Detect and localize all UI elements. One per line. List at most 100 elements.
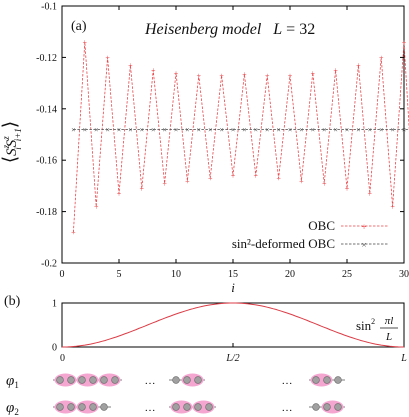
sin2-obc-point: × (208, 125, 213, 134)
ticks-b: 0 1 0 L/2 L (52, 299, 407, 365)
sin2-obc-point: × (402, 125, 407, 134)
obc-point: + (288, 71, 293, 80)
y-tick-label-b: 0 (52, 343, 57, 354)
sin2-obc-point: × (322, 125, 327, 134)
sin2-obc-point: × (356, 125, 361, 134)
sin2-obc-point: × (379, 125, 384, 134)
plot-frame-b (61, 302, 405, 348)
ellipsis: … (282, 375, 293, 387)
panel-label-a: (a) (71, 19, 87, 34)
lattice-site (334, 403, 342, 411)
lattice-site (172, 376, 180, 384)
sin2-obc-point: × (128, 125, 133, 134)
svg-text:πl: πl (385, 315, 394, 327)
sin2-obc-point: × (311, 125, 316, 134)
obc-point: + (151, 66, 156, 75)
sin2-obc-point: × (288, 125, 293, 134)
obc-point: + (162, 179, 167, 188)
lattice-site (78, 376, 86, 384)
lattice-site (100, 376, 108, 384)
legend-label-obc: OBC (308, 218, 335, 233)
obc-point: + (105, 53, 110, 62)
lattice-site (67, 376, 75, 384)
panel-label-b: (b) (4, 294, 21, 309)
sin2-obc-point: × (83, 125, 88, 134)
chain-label: φ2 (6, 400, 19, 417)
x-tick-label-a: 25 (342, 269, 352, 280)
lattice-site (194, 376, 202, 384)
obc-point: + (299, 177, 304, 186)
obc-point: + (379, 53, 384, 62)
y-tick-label-a: -0.14 (36, 104, 57, 115)
sin2-obc-point: × (368, 125, 373, 134)
sin2-obc-point: × (231, 125, 236, 134)
y-tick-label-a: -0.16 (36, 156, 57, 167)
legend: OBC + sin²-deformed OBC × (232, 218, 388, 251)
chart-title: Heisenberg model L = 32 (144, 21, 315, 38)
sin2-obc-point: × (105, 125, 110, 134)
sin2-obc-point: × (254, 125, 259, 134)
obc-point: + (71, 228, 76, 237)
sin2-obc-point: × (219, 125, 224, 134)
obc-point: + (128, 61, 133, 70)
lattice-site (312, 376, 320, 384)
sin2-obc-point: × (299, 125, 304, 134)
obc-point: + (174, 69, 179, 78)
obc-point: + (231, 172, 236, 181)
lattice-site (183, 403, 191, 411)
obc-point: + (265, 71, 270, 80)
obc-point: + (254, 172, 259, 181)
lattice-site (334, 376, 342, 384)
y-tick-label-a: -0.12 (36, 53, 57, 64)
chain-diagrams: φ1… …φ2…… (6, 373, 345, 417)
obc-point: + (311, 69, 316, 78)
x-tick-label-b: L (400, 353, 407, 364)
curve-label: sin2 πl L (356, 315, 398, 343)
lattice-site (194, 403, 202, 411)
panel-b: (b) 0 1 0 L/2 L sin2 πl L (4, 294, 407, 364)
x-tick-label-a: 30 (399, 269, 409, 280)
x-tick-label-b: 0 (60, 353, 65, 364)
sin2-obc-point: × (185, 125, 190, 134)
svg-text:sin2: sin2 (356, 317, 375, 333)
lattice-site (111, 376, 119, 384)
obc-point: + (345, 185, 350, 194)
lattice-site (172, 403, 180, 411)
lattice-site (205, 403, 213, 411)
obc-point: + (219, 71, 224, 80)
obc-point: + (83, 38, 88, 47)
sin-squared-curve (62, 302, 404, 348)
sin2-obc-point: × (242, 125, 247, 134)
x-axis-label-a: i (231, 280, 235, 295)
sin2-obc-point: × (71, 125, 76, 134)
x-tick-label-a: 15 (228, 269, 238, 280)
sin2-obc-point: × (197, 125, 202, 134)
sin2-obc-point: × (174, 125, 179, 134)
sin2-obc-point: × (117, 125, 122, 134)
lattice-site (89, 376, 97, 384)
ellipsis: … (145, 375, 156, 387)
y-tick-label-a: -0.2 (41, 259, 57, 270)
sin2-obc-point: × (345, 125, 350, 134)
legend-marker-sin2-obc: × (361, 240, 366, 250)
legend-marker-obc: + (361, 222, 366, 232)
lattice-site (67, 403, 75, 411)
sin2-obc-point: × (276, 125, 281, 134)
lattice-site (312, 403, 320, 411)
obc-point: + (197, 71, 202, 80)
obc-point: + (276, 174, 281, 183)
ellipsis: … (282, 402, 293, 414)
lattice-site (56, 376, 64, 384)
sin2-obc-point: × (140, 125, 145, 134)
series-a: + + + + + + + + + + + + + + + + + + + + + + + + + + + + + + + × × × × × × × × ×… (71, 38, 409, 237)
obc-point: + (117, 190, 122, 199)
y-tick-label-b: 1 (52, 299, 57, 310)
sin2-obc-point: × (333, 125, 338, 134)
x-tick-label-b: L/2 (225, 353, 239, 364)
obc-point: + (356, 61, 361, 70)
sin2-obc-point: × (265, 125, 270, 134)
x-tick-label-a: 10 (171, 269, 181, 280)
ellipsis: … (145, 402, 156, 414)
svg-text:L: L (385, 331, 392, 343)
